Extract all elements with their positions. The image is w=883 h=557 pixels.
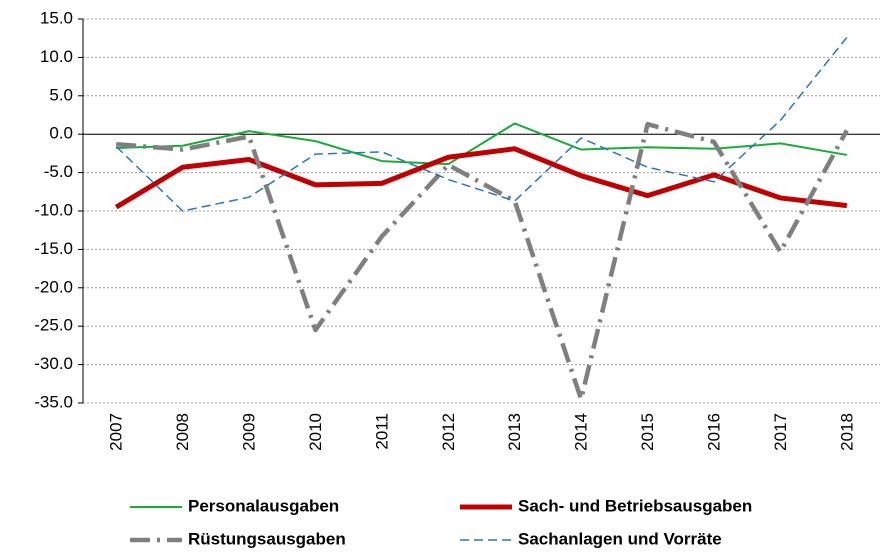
x-tick-label: 2013	[505, 413, 524, 451]
series-line	[115, 36, 848, 212]
legend-label: Personalausgaben	[188, 496, 339, 515]
x-tick-label: 2012	[439, 413, 458, 451]
y-tick-label: -15.0	[34, 239, 73, 258]
x-tick-label: 2014	[572, 413, 591, 451]
x-tick-label: 2008	[173, 413, 192, 451]
legend: Personalausgaben Sach- und Betriebsausgab…	[130, 496, 752, 548]
y-tick-label: -25.0	[34, 316, 73, 335]
series-line	[116, 122, 847, 166]
y-tick-label: 15.0	[40, 8, 73, 27]
y-tick-label: 10.0	[40, 47, 73, 66]
legend-label: Rüstungsausgaben	[188, 529, 346, 548]
x-tick-label: 2007	[107, 413, 126, 451]
x-tick-label: 2011	[372, 413, 391, 450]
y-tick-label: 5.0	[49, 85, 73, 104]
y-tick-label: -35.0	[34, 392, 73, 411]
legend-label: Sach- und Betriebsausgaben	[518, 496, 752, 515]
x-tick-label: 2017	[771, 413, 790, 451]
x-tick-label: 2009	[240, 413, 259, 451]
x-tick-label: 2016	[704, 413, 723, 451]
y-tick-label: -5.0	[44, 162, 73, 181]
x-tick-label: 2015	[638, 413, 657, 451]
series-line	[114, 146, 848, 210]
y-tick-label: -20.0	[34, 277, 73, 296]
series-line	[116, 121, 849, 402]
y-tick-label: -10.0	[34, 200, 73, 219]
y-tick-label: -30.0	[34, 354, 73, 373]
x-tick-label: 2010	[306, 413, 325, 451]
y-tick-label: 0.0	[49, 124, 73, 143]
legend-label: Sachanlagen und Vorräte	[518, 529, 722, 548]
x-tick-label: 2018	[837, 413, 856, 451]
